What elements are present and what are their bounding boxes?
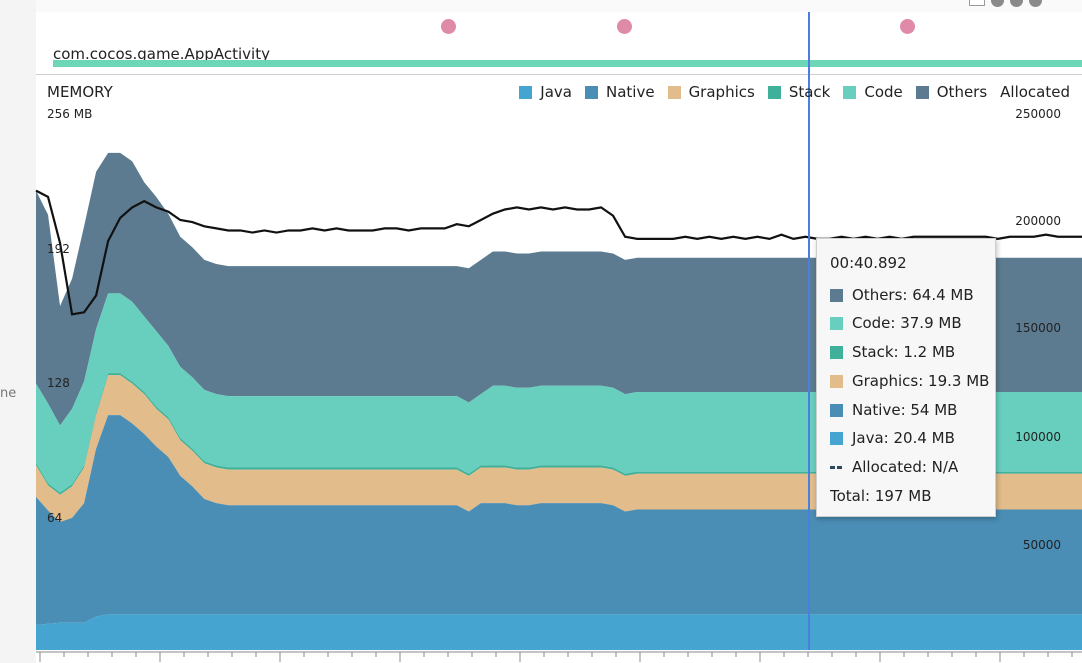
tooltip-row-native: Native: 54 MB: [830, 401, 957, 419]
left-axis-label: 192: [47, 242, 70, 256]
legend-java[interactable]: Java: [519, 83, 572, 101]
legend-swatch: [915, 85, 929, 99]
event-marker[interactable]: [900, 19, 915, 34]
right-axis-label: 200000: [1015, 214, 1061, 228]
legend-stack[interactable]: Stack: [767, 83, 830, 101]
legend-swatch: [667, 85, 681, 99]
record-icon[interactable]: [1010, 0, 1023, 7]
tooltip-row-stack: Stack: 1.2 MB: [830, 343, 955, 361]
activity-bar[interactable]: [53, 60, 1082, 67]
area-native: [36, 415, 1082, 625]
settings-icon[interactable]: [991, 0, 1004, 7]
left-axis-label: 256 MB: [47, 107, 93, 121]
tooltip-swatch: [830, 431, 843, 445]
window-icon[interactable]: [969, 0, 985, 6]
legend-code[interactable]: Code: [843, 83, 903, 101]
tooltip-row-graphics: Graphics: 19.3 MB: [830, 372, 989, 390]
left-axis-label: 128: [47, 376, 70, 390]
time-axis-ticks: [39, 652, 1073, 662]
area-java: [36, 614, 1082, 650]
legend-swatch: [519, 85, 533, 99]
activity-lane[interactable]: com.cocos.game.AppActivity: [36, 12, 1082, 75]
tooltip-row-java: Java: 20.4 MB: [830, 429, 955, 447]
options-icon[interactable]: [1029, 0, 1042, 7]
left-gutter: ne: [0, 0, 36, 663]
chart-legend: Java Native Graphics Stack Code Others A…: [506, 83, 1070, 101]
left-axis-label: 64: [47, 511, 63, 525]
tooltip-swatch: [830, 288, 843, 302]
legend-swatch: [584, 85, 598, 99]
tooltip-swatch: [830, 374, 843, 388]
legend-swatch: [767, 85, 781, 99]
legend-native[interactable]: Native: [584, 83, 655, 101]
gutter-text: ne: [0, 386, 17, 401]
event-marker[interactable]: [617, 19, 632, 34]
tooltip-total: Total: 197 MB: [830, 487, 932, 505]
right-axis-label: 50000: [1022, 538, 1061, 552]
tooltip-time: 00:40.892: [830, 254, 907, 272]
allocated-dash-icon: [830, 461, 844, 474]
tooltip-swatch: [830, 316, 843, 330]
right-axis-label: 150000: [1015, 321, 1061, 335]
total-memory-line: [35, 189, 1082, 316]
tooltip-row-allocated: Allocated: N/A: [830, 458, 958, 476]
activity-name: com.cocos.game.AppActivity: [53, 45, 270, 63]
right-axis-label: 100000: [1015, 430, 1061, 444]
legend-graphics[interactable]: Graphics: [667, 83, 755, 101]
event-marker[interactable]: [441, 19, 456, 34]
memory-tooltip: 00:40.892 Others: 64.4 MB Code: 37.9 MB …: [816, 238, 996, 517]
tooltip-swatch: [830, 403, 843, 417]
legend-others[interactable]: Others: [915, 83, 987, 101]
tooltip-row-others: Others: 64.4 MB: [830, 286, 974, 304]
chart-title: MEMORY: [47, 83, 113, 101]
toolbar-icons: [969, 0, 1042, 7]
legend-allocated[interactable]: Allocated: [1000, 83, 1070, 101]
right-axis-label: 250000: [1015, 107, 1061, 121]
tooltip-row-code: Code: 37.9 MB: [830, 314, 962, 332]
legend-swatch: [843, 85, 857, 99]
tooltip-swatch: [830, 345, 843, 359]
